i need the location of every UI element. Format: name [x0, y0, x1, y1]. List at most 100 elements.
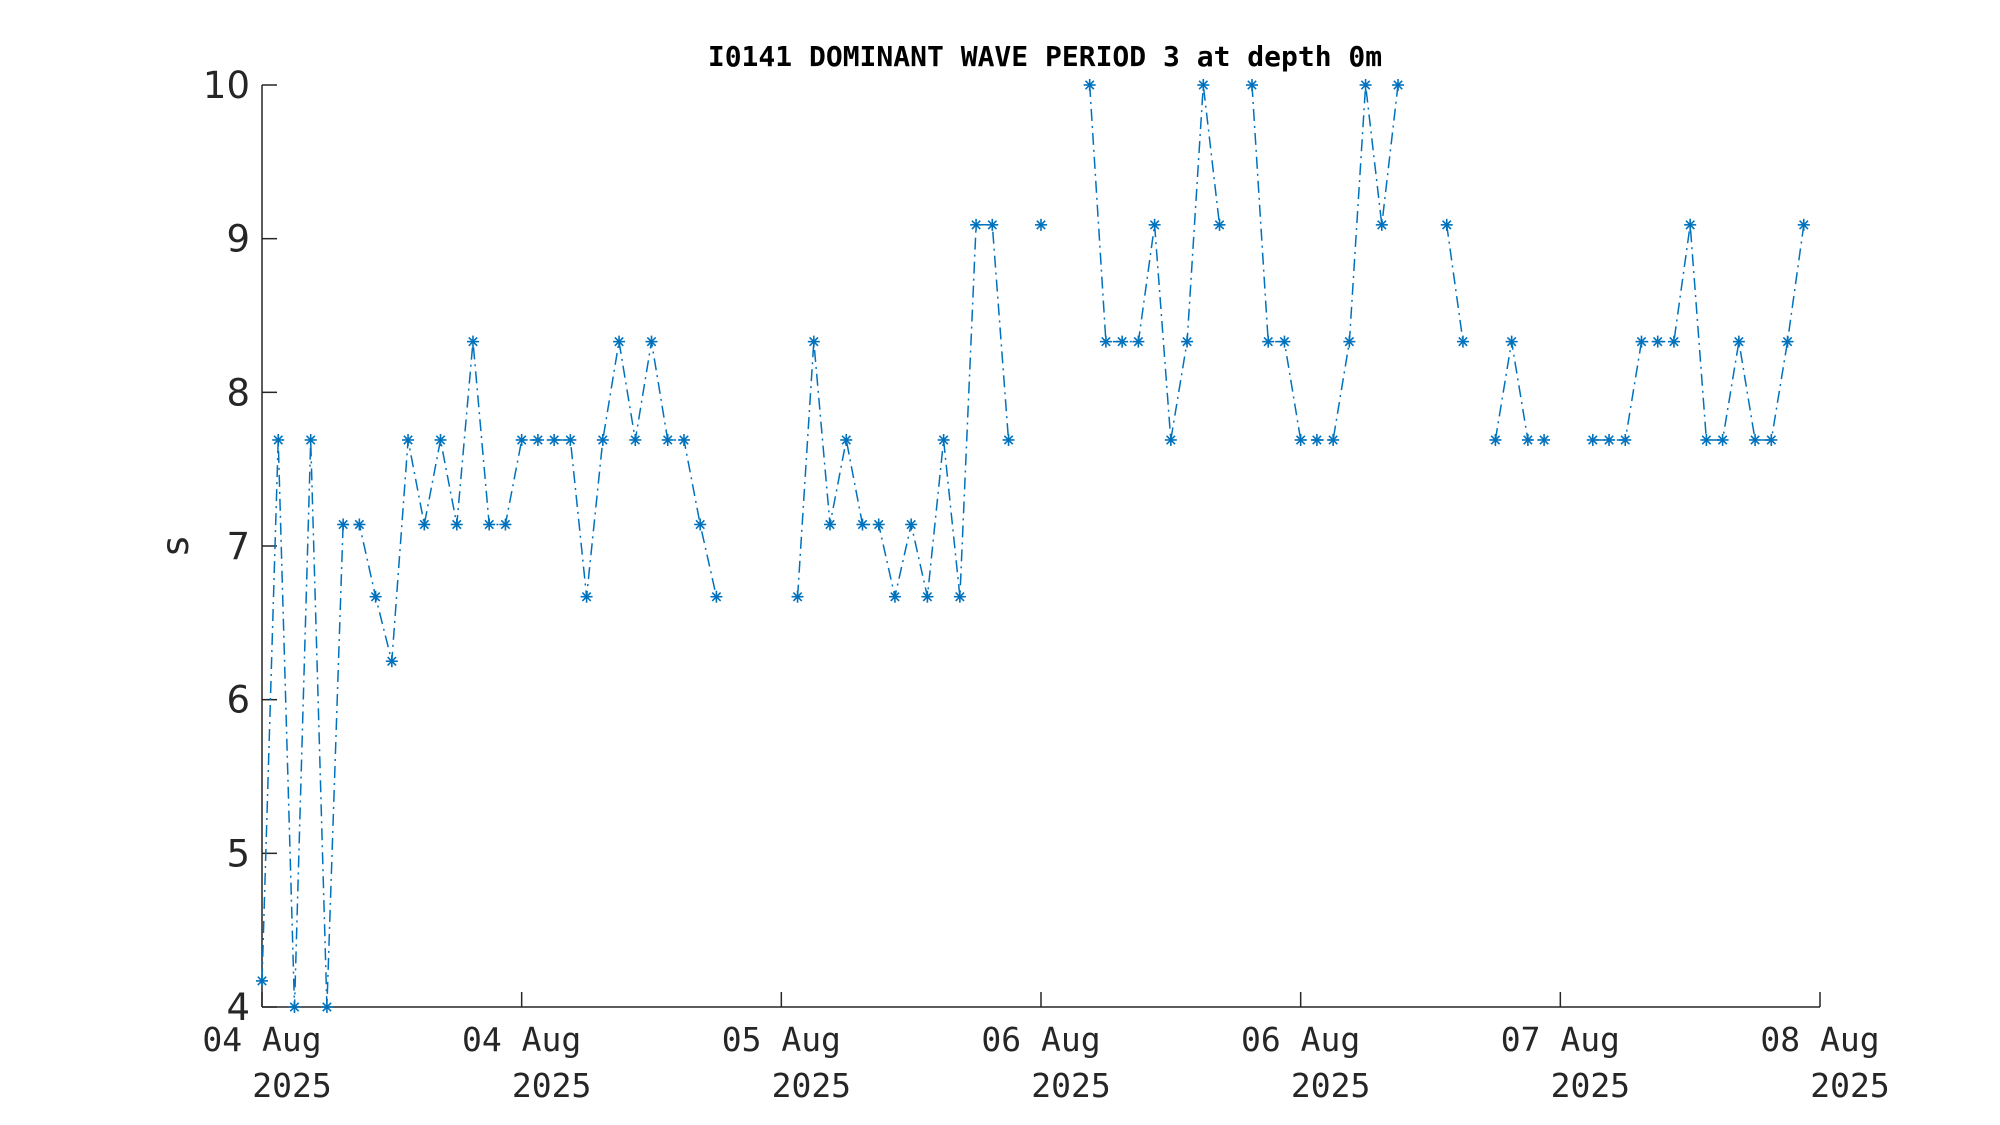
data-point — [337, 518, 350, 531]
data-point — [1781, 335, 1794, 348]
chart-title: I0141 DOMINANT WAVE PERIOD 3 at depth 0m — [708, 40, 1382, 73]
data-point — [1343, 335, 1356, 348]
data-point — [256, 974, 268, 987]
y-tick-label: 4 — [226, 986, 250, 1029]
data-point — [791, 590, 804, 603]
data-point — [677, 433, 690, 446]
plot-area — [256, 79, 1810, 1013]
data-point — [1245, 79, 1258, 91]
data-point — [1294, 433, 1307, 446]
series-line — [261, 341, 718, 1008]
data-point — [1603, 433, 1616, 446]
data-point — [613, 335, 626, 348]
data-point — [1262, 335, 1275, 348]
data-point — [1651, 335, 1664, 348]
data-point — [1700, 433, 1713, 446]
data-point — [1002, 433, 1015, 446]
x-tick-label-year: 2025 — [772, 1066, 851, 1105]
data-point — [564, 433, 577, 446]
data-point — [888, 590, 901, 603]
x-tick-label-year: 2025 — [1551, 1066, 1630, 1105]
data-point — [1538, 433, 1551, 446]
data-point — [1635, 335, 1648, 348]
data-point — [1797, 218, 1810, 231]
x-tick-label-year: 2025 — [1291, 1066, 1370, 1105]
data-point — [645, 335, 658, 348]
y-axis-label: s — [154, 536, 197, 555]
series-line — [1088, 84, 1221, 441]
data-point — [320, 1001, 333, 1013]
series-line — [1251, 84, 1399, 441]
data-point — [1148, 218, 1161, 231]
data-point — [824, 518, 837, 531]
data-point — [434, 433, 447, 446]
data-point — [1375, 218, 1388, 231]
y-tick-label: 6 — [226, 679, 250, 722]
data-point — [353, 518, 366, 531]
data-point — [1521, 433, 1534, 446]
x-tick-label: 04 Aug — [462, 1020, 581, 1059]
x-tick-label: 08 Aug — [1760, 1020, 1879, 1059]
data-point — [872, 518, 885, 531]
data-point — [1083, 79, 1096, 91]
data-point — [840, 433, 853, 446]
data-point — [466, 335, 479, 348]
series-line — [1445, 224, 1464, 342]
data-point — [402, 433, 415, 446]
data-point — [1278, 335, 1291, 348]
x-tick-label-year: 2025 — [252, 1066, 331, 1105]
x-tick-label: 06 Aug — [981, 1020, 1100, 1059]
data-point — [970, 218, 983, 231]
data-point — [986, 218, 999, 231]
data-point — [1327, 433, 1340, 446]
data-point — [548, 433, 561, 446]
y-tick-label: 5 — [226, 832, 250, 875]
data-point — [953, 590, 966, 603]
x-tick-label-year: 2025 — [512, 1066, 591, 1105]
data-point — [1132, 335, 1145, 348]
data-point — [629, 433, 642, 446]
y-tick-label: 7 — [226, 525, 250, 568]
data-point — [1164, 433, 1177, 446]
data-point — [272, 433, 285, 446]
x-tick-label: 07 Aug — [1501, 1020, 1620, 1059]
data-point — [1684, 218, 1697, 231]
y-tick-label: 9 — [226, 218, 250, 261]
data-point — [1732, 335, 1745, 348]
x-tick-label: 04 Aug — [202, 1020, 321, 1059]
data-point — [1489, 433, 1502, 446]
data-point — [288, 1001, 301, 1013]
data-point — [937, 433, 950, 446]
data-point — [1619, 433, 1632, 446]
data-point — [807, 335, 820, 348]
x-tick-label-year: 2025 — [1031, 1066, 1110, 1105]
x-tick-label: 05 Aug — [722, 1020, 841, 1059]
x-tick-label-year: 2025 — [1810, 1066, 1889, 1105]
data-point — [1099, 335, 1112, 348]
data-point — [580, 590, 593, 603]
data-point — [1310, 433, 1323, 446]
data-point — [710, 590, 723, 603]
data-point — [515, 433, 528, 446]
y-tick-label: 8 — [226, 371, 250, 414]
series-line — [1592, 224, 1805, 441]
data-point — [1197, 79, 1210, 91]
data-point — [1505, 335, 1518, 348]
data-point — [1035, 218, 1047, 231]
data-point — [1440, 218, 1453, 231]
data-point — [1213, 218, 1226, 231]
series-line — [796, 224, 1010, 597]
data-point — [1456, 335, 1469, 348]
data-point — [1667, 335, 1680, 348]
data-point — [1116, 335, 1129, 348]
data-point — [921, 590, 934, 603]
y-tick-label: 10 — [203, 64, 250, 107]
data-point — [1586, 433, 1599, 446]
data-point — [499, 518, 512, 531]
data-point — [450, 518, 463, 531]
data-point — [694, 518, 707, 531]
data-point — [385, 655, 398, 668]
series-line — [1494, 341, 1545, 441]
data-point — [304, 433, 317, 446]
data-point — [905, 518, 918, 531]
